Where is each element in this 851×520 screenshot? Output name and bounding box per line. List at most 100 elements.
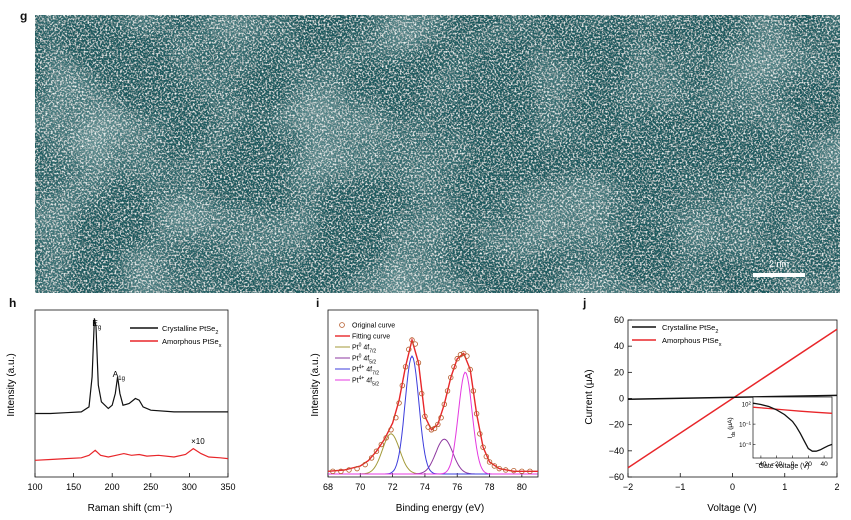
raman-chart: 100 150 200 250 300 350 Raman shift (cm⁻¹) In… [6, 309, 236, 514]
inset-series-crystalline [752, 402, 833, 452]
iv-y-tick-label: 0 [619, 394, 624, 404]
raman-x-tick-label: 250 [143, 482, 158, 492]
xps-original-point [388, 427, 394, 433]
raman-plot-area: 100 150 200 250 300 350 [27, 309, 236, 492]
scale-bar-label: 2 nm [769, 259, 789, 269]
xps-x-tick-label: 70 [355, 482, 365, 492]
xps-original-point [396, 400, 402, 406]
legend-label-pt4-72: Pt4+ 4f7/2 [352, 365, 379, 377]
xps-original-point [346, 467, 352, 473]
iv-y-tick-label: 40 [614, 341, 624, 351]
inset-x-tick-label: 40 [820, 461, 828, 468]
tem-bright-regions [35, 15, 840, 293]
xps-original-point [383, 435, 389, 441]
xps-original-point [444, 388, 451, 394]
peak-label-eg: Eg [92, 318, 101, 331]
xps-x-tick-label: 72 [388, 482, 398, 492]
raman-x-tick-label: 100 [27, 482, 42, 492]
xps-legend: Original curve Fitting curve Pt0 4f7/2 P… [335, 322, 395, 388]
xps-original-point [362, 461, 368, 468]
legend-marker-original [339, 322, 345, 328]
inset-x-tick-label: −20 [771, 461, 782, 468]
xps-original-point [399, 382, 406, 389]
xps-original-point [480, 444, 486, 450]
iv-inset: −40 −20 0 20 40 102 10−1 10−4 [739, 396, 833, 468]
xps-x-tick-label: 78 [485, 482, 495, 492]
xps-chart: 68 70 72 74 76 78 80 Binding energy (eV) Inten… [310, 309, 539, 514]
raman-x-tick-label: 300 [182, 482, 197, 492]
xps-original-point [406, 346, 412, 353]
xps-original-point [470, 388, 477, 394]
iv-ylabel: Current (μA) [584, 369, 595, 424]
xps-original-point [451, 364, 457, 370]
iv-legend: Crystalline PtSe2 Amorphous PtSex [632, 323, 722, 348]
legend-label-amorphous: Amorphous PtSex [662, 336, 722, 348]
xps-original-point [368, 455, 375, 461]
xps-xlabel: Binding energy (eV) [396, 503, 484, 514]
inset-y-tick-label: 10−4 [739, 440, 751, 449]
raman-series-crystalline [35, 318, 228, 415]
iv-y-tick-label: −40 [609, 446, 624, 456]
xps-x-tick-label: 76 [452, 482, 462, 492]
iv-x-tick-label: −2 [623, 482, 633, 492]
xps-original-point [338, 468, 344, 475]
xps-component-pt4-52 [328, 371, 538, 475]
legend-label-crystalline: Crystalline PtSe2 [162, 324, 218, 336]
panel-label-i: i [316, 296, 320, 310]
xps-original-point [502, 467, 509, 473]
xps-original-point [402, 364, 409, 370]
panel-label-j: j [583, 296, 587, 310]
iv-y-tick-label: −60 [609, 472, 624, 482]
xps-original-point [428, 427, 435, 433]
raman-x-tick-label: 200 [105, 482, 120, 492]
raman-xlabel: Raman shift (cm⁻¹) [88, 503, 173, 514]
xps-original-point [473, 410, 480, 417]
xps-original-point [511, 467, 517, 474]
peak-label-a1g: A1g [113, 369, 125, 382]
xps-original-point [496, 465, 502, 472]
iv-xlabel: Voltage (V) [707, 503, 756, 514]
legend-label-fitting: Fitting curve [352, 334, 390, 341]
iv-y-tick-label: 20 [614, 367, 624, 377]
legend-label-crystalline: Crystalline PtSe2 [662, 323, 718, 335]
xps-original-point [393, 415, 399, 421]
legend-label-amorphous: Amorphous PtSex [162, 337, 222, 349]
inset-x-tick-label: 0 [791, 461, 795, 468]
iv-x-tick-label: −1 [675, 482, 685, 492]
xps-original-point [409, 337, 415, 343]
iv-series-crystalline [627, 394, 838, 401]
iv-series-amorphous [627, 328, 838, 469]
xps-original-point [438, 415, 444, 421]
raman-ylabel: Intensity (a.u.) [6, 353, 17, 416]
xps-original-point [448, 374, 454, 381]
iv-x-tick-label: 0 [730, 482, 735, 492]
xps-original-point [486, 459, 493, 465]
xps-original-point [373, 448, 380, 454]
xps-component-pt4-72 [328, 355, 538, 475]
legend-label-pt4-52: Pt4+ 4f5/2 [352, 376, 379, 388]
inset-axes-frame [752, 396, 833, 459]
iv-chart: −2 −1 0 1 2 −60 −40 −20 0 20 40 60 Voltage (V) Curr… [584, 315, 840, 514]
xps-original-point [425, 424, 431, 430]
inset-y-tick-label: 10−1 [739, 420, 751, 429]
raman-axes-frame [34, 309, 229, 478]
inset-series-amorphous [752, 406, 833, 414]
raman-x-tick-label: 150 [66, 482, 81, 492]
xps-original-point [460, 350, 467, 357]
xps-original-point [422, 413, 428, 420]
xps-x-tick-label: 74 [420, 482, 430, 492]
legend-label-pt0-72: Pt0 4f7/2 [352, 343, 376, 355]
inset-x-tick-label: −40 [755, 461, 766, 468]
xps-x-tick-label: 80 [517, 482, 527, 492]
xps-original-point [435, 421, 441, 428]
iv-y-tick-label: 60 [614, 315, 624, 325]
inset-xlabel: Gate voltage (V) [759, 463, 810, 470]
xps-x-tick-label: 68 [323, 482, 333, 492]
raman-legend: Crystalline PtSe2 Amorphous PtSex [130, 324, 222, 349]
xps-original-point [354, 465, 360, 472]
xps-axes-frame [327, 309, 539, 478]
xps-original-point [330, 468, 336, 475]
xps-plot-area: 68 70 72 74 76 78 80 [323, 309, 539, 492]
iv-plot-area: −2 −1 0 1 2 −60 −40 −20 0 20 40 60 [609, 315, 840, 492]
xps-original-point [412, 341, 418, 347]
